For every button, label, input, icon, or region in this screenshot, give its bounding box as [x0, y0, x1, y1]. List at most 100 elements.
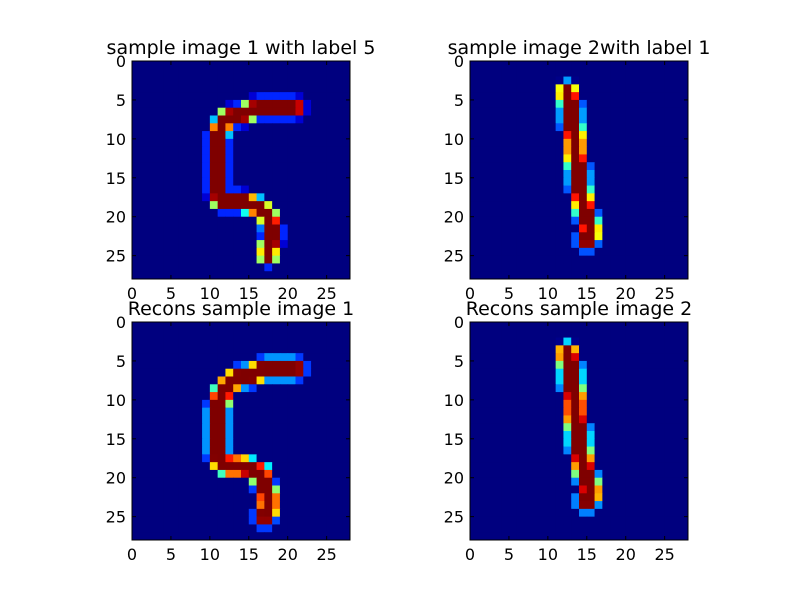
heatmap-cell	[295, 131, 304, 140]
heatmap-cell	[170, 485, 180, 494]
heatmap-cell	[233, 146, 242, 155]
heatmap-cell	[571, 485, 580, 494]
heatmap-cell	[617, 240, 627, 249]
heatmap-cell	[279, 392, 289, 401]
heatmap-cell	[524, 131, 533, 140]
heatmap-cell	[610, 162, 619, 171]
heatmap-cell	[633, 224, 642, 233]
heatmap-cell	[664, 146, 673, 155]
heatmap-cell	[295, 193, 304, 202]
heatmap-cell	[501, 107, 510, 116]
heatmap-cell	[547, 138, 557, 148]
axes-frame	[131, 60, 351, 280]
heatmap-cell	[508, 232, 518, 241]
heatmap-cell	[241, 524, 250, 533]
x-tick-label: 0	[465, 284, 475, 303]
heatmap-cell	[163, 493, 172, 502]
heatmap-cell	[477, 61, 486, 70]
heatmap-cell	[602, 501, 611, 510]
heatmap-cell	[248, 407, 257, 416]
heatmap-cell	[547, 399, 557, 409]
heatmap-cell	[610, 368, 619, 377]
heatmap-cell	[225, 224, 234, 233]
heatmap-cell	[579, 115, 588, 124]
heatmap-cell	[532, 415, 541, 424]
heatmap-cell	[680, 224, 689, 233]
heatmap-cell	[233, 532, 242, 541]
heatmap-cell	[508, 501, 518, 510]
heatmap-cell	[508, 255, 518, 264]
heatmap-cell	[279, 185, 289, 194]
heatmap-cell	[594, 322, 603, 331]
heatmap-cell	[477, 501, 486, 510]
heatmap-cell	[209, 454, 219, 463]
heatmap-cell	[272, 193, 281, 202]
heatmap-cell	[170, 454, 180, 463]
heatmap-cell	[633, 337, 642, 346]
heatmap-cell	[287, 431, 296, 440]
heatmap-cell	[279, 524, 289, 533]
heatmap-cell	[186, 407, 195, 416]
heatmap-cell	[594, 384, 603, 393]
heatmap-cell	[594, 170, 603, 179]
panel-4: Recons sample image 20 5 10 15 20 25051015202…	[444, 298, 693, 564]
heatmap-cell	[279, 193, 289, 202]
heatmap-cell	[233, 68, 242, 77]
heatmap-cell	[155, 208, 164, 218]
heatmap-cell	[641, 329, 650, 338]
y-tick-label: 25	[106, 508, 126, 527]
heatmap-cell	[617, 454, 627, 463]
heatmap-cell	[516, 123, 525, 132]
heatmap-cell	[155, 462, 164, 471]
heatmap-cell	[664, 271, 673, 280]
y-tick-label: 10	[444, 130, 464, 149]
heatmap-cell	[287, 185, 296, 194]
heatmap-cell	[470, 232, 479, 241]
heatmap-cell	[501, 92, 510, 101]
heatmap-cell	[524, 146, 533, 155]
heatmap-cell	[202, 454, 211, 463]
heatmap-cell	[547, 508, 557, 518]
heatmap-cell	[217, 438, 226, 447]
heatmap-cell	[610, 415, 619, 424]
heatmap-cell	[563, 146, 572, 155]
heatmap-cell	[170, 170, 180, 179]
heatmap-cell	[155, 255, 164, 264]
heatmap-cell	[248, 177, 257, 186]
heatmap-cell	[516, 423, 525, 432]
heatmap-cell	[656, 107, 666, 116]
heatmap-cell	[532, 68, 541, 77]
heatmap-cell	[477, 247, 486, 257]
heatmap-cell	[194, 255, 203, 264]
heatmap-cell	[680, 376, 689, 385]
x-tick-label: 5	[504, 284, 514, 303]
heatmap-cell	[342, 208, 351, 218]
heatmap-cell	[209, 524, 219, 533]
heatmap-cell	[485, 170, 494, 179]
heatmap-cell	[680, 255, 689, 264]
heatmap-cell	[279, 329, 289, 338]
x-tick-label: 25	[654, 284, 674, 303]
heatmap-cell	[132, 446, 141, 455]
heatmap-cell	[656, 92, 666, 101]
heatmap-cell	[501, 138, 510, 148]
heatmap-cell	[202, 162, 211, 171]
heatmap-cell	[555, 224, 564, 233]
heatmap-cell	[311, 154, 320, 163]
heatmap-cell	[147, 469, 156, 479]
heatmap-cell	[672, 61, 681, 70]
heatmap-cell	[524, 516, 533, 525]
heatmap-cell	[579, 138, 588, 148]
heatmap-cell	[656, 154, 666, 163]
heatmap-cell	[233, 337, 242, 346]
heatmap-cell	[656, 392, 666, 401]
heatmap-cell	[256, 185, 265, 194]
heatmap-cell	[209, 68, 219, 77]
heatmap-cell	[664, 185, 673, 194]
heatmap-cell	[540, 115, 549, 124]
heatmap-cell	[170, 216, 180, 225]
heatmap-cell	[132, 345, 141, 354]
heatmap-cell	[485, 247, 494, 257]
heatmap-cell	[501, 208, 510, 218]
heatmap-cell	[170, 462, 180, 471]
